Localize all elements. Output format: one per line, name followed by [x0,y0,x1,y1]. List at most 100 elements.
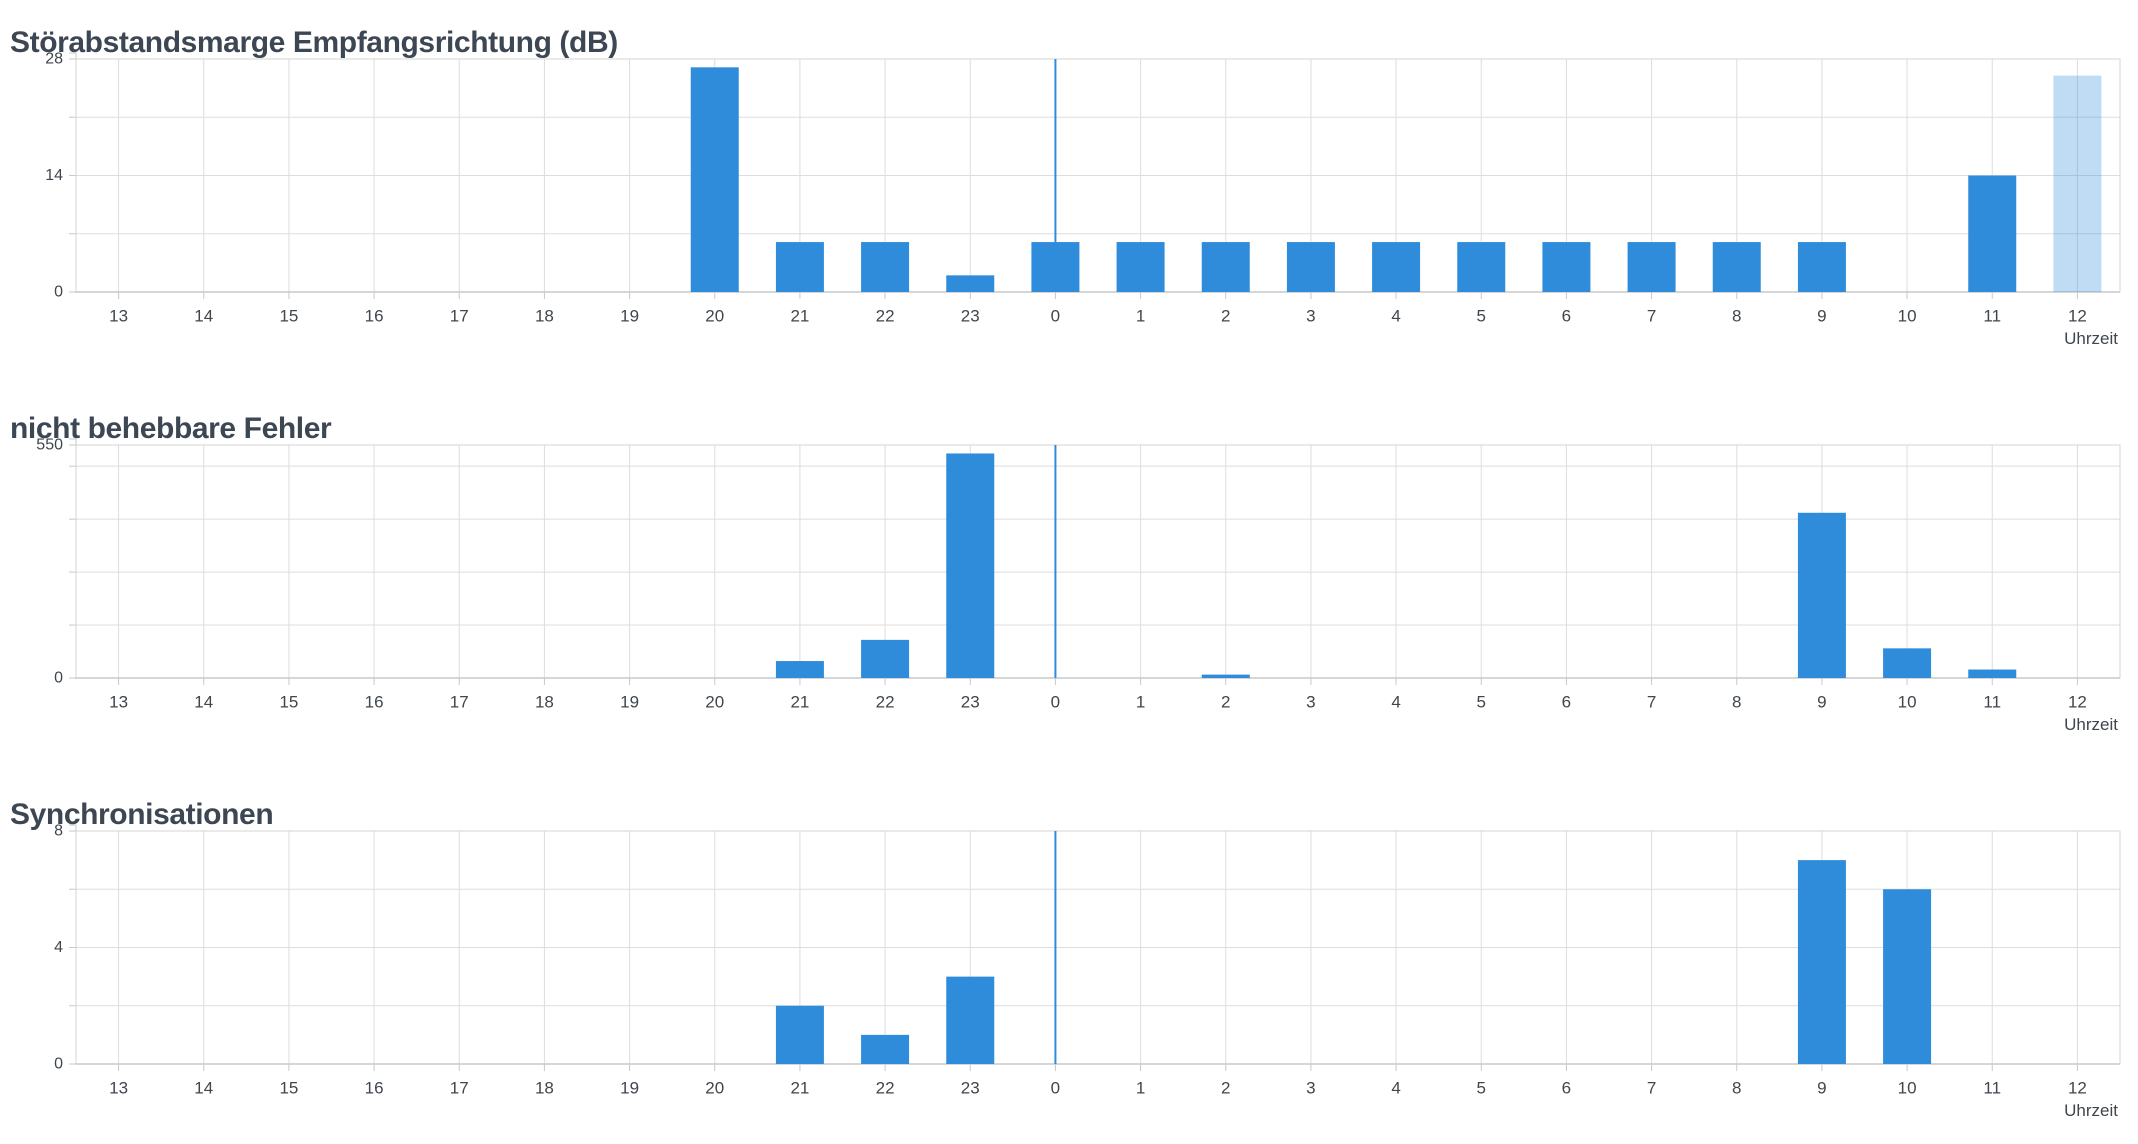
x-axis-tick-label: 6 [1562,1079,1571,1098]
y-axis-tick-label: 0 [54,1056,63,1073]
bar-hour-22 [861,1034,910,1064]
x-axis-tick-label: 21 [790,1079,809,1098]
x-axis-tick-label: 18 [535,307,554,326]
x-axis-tick-label: 15 [279,307,298,326]
bar-hour-20 [690,67,739,292]
current-hour-bar [2053,75,2102,293]
x-axis-tick-label: 4 [1391,693,1400,712]
x-axis-tick-label: 10 [1898,307,1917,326]
bar-hour-10 [1883,648,1932,678]
x-axis-tick-label: 13 [109,1079,128,1098]
bar-hour-21 [775,661,824,678]
x-axis-tick-label: 12 [2068,1079,2087,1098]
x-axis-tick-label: 4 [1391,307,1400,326]
x-axis-tick-label: 2 [1221,307,1230,326]
x-axis-tick-label: 9 [1817,307,1826,326]
y-axis-tick-label: 0 [54,670,63,687]
x-axis-tick-label: 20 [705,307,724,326]
chart-block-snr-margin: Störabstandsmarge Empfangsrichtung (dB) … [0,0,2138,381]
x-axis-tick-label: 1 [1136,693,1145,712]
x-axis-tick-label: 17 [450,693,469,712]
x-axis-tick-label: 2 [1221,693,1230,712]
bar-hour-23 [946,453,995,678]
x-axis-tick-label: 18 [535,1079,554,1098]
x-axis-tick-label: 21 [790,307,809,326]
x-axis-tick-label: 22 [876,693,895,712]
y-axis-tick-label: 4 [54,939,63,956]
bar-hour-22 [861,639,910,678]
x-axis-tick-label: 22 [876,307,895,326]
x-axis-tick-label: 12 [2068,693,2087,712]
x-axis-tick-label: 13 [109,307,128,326]
x-axis-tick-label: 14 [194,693,213,712]
x-axis-tick-label: 22 [876,1079,895,1098]
x-axis-title: Uhrzeit [2064,329,2118,348]
x-axis-tick-label: 16 [365,1079,384,1098]
y-axis-tick-label: 0 [54,284,63,301]
x-axis-tick-label: 15 [279,1079,298,1098]
x-axis-tick-label: 10 [1898,693,1917,712]
x-axis-tick-label: 7 [1647,1079,1656,1098]
bar-hour-6 [1542,242,1591,292]
x-axis-tick-label: 19 [620,693,639,712]
x-axis-title: Uhrzeit [2064,715,2118,734]
x-axis-tick-label: 16 [365,693,384,712]
x-axis-tick-label: 7 [1647,307,1656,326]
bar-hour-2 [1201,674,1250,678]
x-axis-tick-label: 1 [1136,1079,1145,1098]
x-axis-tick-label: 9 [1817,1079,1826,1098]
bar-hour-11 [1968,175,2017,292]
bar-hour-3 [1286,242,1335,292]
bar-hour-23 [946,976,995,1064]
bar-hour-23 [946,275,995,292]
x-axis-tick-label: 4 [1391,1079,1400,1098]
x-axis-title: Uhrzeit [2064,1101,2118,1120]
x-axis-tick-label: 0 [1051,1079,1060,1098]
bar-hour-9 [1797,860,1846,1064]
chart-title-synchronizations: Synchronisationen [10,797,274,831]
bar-hour-0 [1031,242,1080,292]
x-axis-tick-label: 6 [1562,693,1571,712]
x-axis-tick-label: 23 [961,1079,980,1098]
x-axis-tick-label: 7 [1647,693,1656,712]
bar-hour-9 [1797,512,1846,678]
x-axis-tick-label: 15 [279,693,298,712]
x-axis-tick-label: 8 [1732,1079,1741,1098]
x-axis-tick-label: 18 [535,693,554,712]
x-axis-tick-label: 11 [1983,1079,2001,1098]
x-axis-tick-label: 3 [1306,693,1315,712]
bar-hour-10 [1883,889,1932,1064]
bar-hour-11 [1968,669,2017,678]
x-axis-tick-label: 2 [1221,1079,1230,1098]
chart-title-uncorrectable-errors: nicht behebbare Fehler [10,411,332,445]
x-axis-tick-label: 23 [961,307,980,326]
x-axis-tick-label: 0 [1051,307,1060,326]
x-axis-tick-label: 19 [620,307,639,326]
y-axis-tick-label: 28 [45,51,63,68]
x-axis-tick-label: 5 [1477,693,1486,712]
chart-block-uncorrectable-errors: nicht behebbare Fehler 0 550 13 14 15 16 17 18 1… [0,386,2138,767]
y-axis-tick-label: 14 [45,167,63,184]
chart-block-synchronizations: Synchronisationen 0 4 8 13 14 15 16 17 18 19 20 21 2… [0,772,2138,1144]
x-axis-tick-label: 14 [194,1079,213,1098]
x-axis-tick-label: 6 [1562,307,1571,326]
x-axis-tick-label: 11 [1983,307,2001,326]
bar-hour-1 [1116,242,1165,292]
x-axis-tick-label: 16 [365,307,384,326]
x-axis-tick-label: 9 [1817,693,1826,712]
x-axis-tick-label: 21 [790,693,809,712]
bar-hour-9 [1797,242,1846,292]
x-axis-tick-label: 23 [961,693,980,712]
bar-hour-7 [1627,242,1676,292]
bar-hour-4 [1372,242,1421,292]
x-axis-tick-label: 8 [1732,307,1741,326]
x-axis-tick-label: 14 [194,307,213,326]
x-axis-tick-label: 1 [1136,307,1145,326]
bar-hour-5 [1457,242,1506,292]
x-axis-tick-label: 19 [620,1079,639,1098]
bar-hour-21 [775,242,824,292]
x-axis-tick-label: 13 [109,693,128,712]
